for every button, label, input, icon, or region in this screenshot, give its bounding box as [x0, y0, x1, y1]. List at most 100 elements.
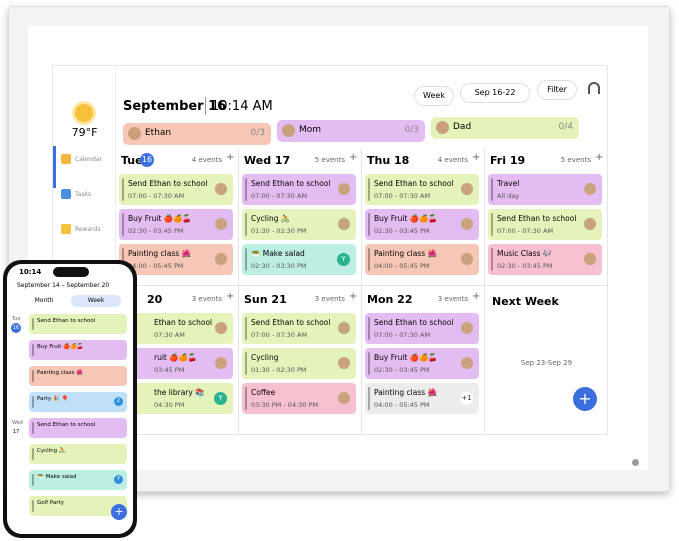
- event-count: 3 events: [191, 295, 222, 303]
- member-bar[interactable]: Dad 0/4: [431, 117, 579, 139]
- event-card[interactable]: Buy Fruit 🍎🍊🍒 02:30 - 03:45 PM: [365, 348, 479, 379]
- event-badge: Y: [337, 253, 350, 266]
- event-card[interactable]: Send Ethan to school 07:00 - 07:30 AM: [365, 313, 479, 344]
- event-title: Send Ethan to school: [374, 179, 454, 188]
- event-card[interactable]: Buy Fruit 🍎🍊🍒 02:30 - 03:45 PM: [119, 209, 233, 240]
- phone-day-label: Tue: [12, 316, 21, 322]
- phone-event-title: 🥗 Make salad: [37, 474, 77, 480]
- event-title: Send Ethan to school: [497, 214, 577, 223]
- day-name: 20: [147, 293, 163, 306]
- event-card[interactable]: Send Ethan to school 07:00 - 07:30 AM: [365, 174, 479, 205]
- event-card[interactable]: Send Ethan to school 07:00 - 07:30 AM: [488, 209, 602, 240]
- sidebar-icon: [61, 224, 71, 234]
- date: September 16: [123, 99, 227, 114]
- event-title: Music Class 🎶: [497, 249, 553, 258]
- phone-add-button[interactable]: +: [111, 504, 127, 520]
- event-title: ruit 🍎🍊🍒: [154, 353, 198, 362]
- add-icon: +: [226, 291, 235, 302]
- range-select[interactable]: Sep 16-22: [460, 83, 530, 103]
- filter-button[interactable]: Filter: [537, 80, 577, 100]
- phone-event[interactable]: 🥗 Make salad Y: [29, 470, 127, 490]
- event-card[interactable]: Cycling 🚴 01:30 - 02:30 PM: [242, 209, 356, 240]
- add-icon: +: [472, 152, 481, 163]
- event-card[interactable]: Coffee 03:30 PM - 04:30 PM: [242, 383, 356, 414]
- member-bar[interactable]: Ethan 0/3: [123, 123, 271, 145]
- event-time: 04:30 PM: [154, 401, 185, 409]
- event-card[interactable]: Travel All day: [488, 174, 602, 205]
- avatar: [338, 322, 350, 334]
- event-title: Painting class 🌺: [374, 388, 437, 397]
- event-card[interactable]: Send Ethan to school 07:00 - 07:30 AM: [119, 174, 233, 205]
- add-icon: +: [349, 291, 358, 302]
- event-count: 3 events: [437, 295, 468, 303]
- sidebar-item[interactable]: Tasks: [75, 191, 92, 198]
- phone-tab[interactable]: Week: [71, 295, 121, 307]
- event-card[interactable]: Music Class 🎶 02:30 - 03:45 PM: [488, 244, 602, 275]
- phone-event[interactable]: Painting class 🌺: [29, 366, 127, 386]
- phone-event[interactable]: Golf Party: [29, 496, 127, 516]
- sidebar-item[interactable]: Calendar: [75, 156, 102, 163]
- grid-line: [116, 285, 607, 286]
- view-select[interactable]: Week: [414, 86, 454, 106]
- event-card[interactable]: Send Ethan to school 07:00 - 07:30 AM: [242, 313, 356, 344]
- avatar: [282, 124, 295, 137]
- sun-icon: [75, 104, 93, 122]
- avatar: [584, 218, 596, 230]
- avatar: [461, 218, 473, 230]
- notch: [53, 267, 89, 277]
- event-title: Cycling 🚴: [251, 214, 291, 223]
- avatar: [461, 357, 473, 369]
- member-count: 0/3: [250, 128, 265, 138]
- add-icon: +: [595, 152, 604, 163]
- event-badge: +1: [460, 392, 473, 405]
- event-time: 02:30 - 03:45 PM: [374, 366, 430, 374]
- temperature: 79°F: [71, 126, 98, 139]
- phone-event-title: Party 🎉 🎈: [37, 396, 69, 402]
- event-count: 5 events: [314, 156, 345, 164]
- phone-event[interactable]: Cycling 🚴: [29, 444, 127, 464]
- grid-line: [484, 148, 485, 434]
- event-time: 07:00 - 07:30 AM: [374, 192, 431, 200]
- event-title: the library 📚: [154, 388, 205, 397]
- event-card[interactable]: the library 📚 04:30 PM Y: [119, 383, 233, 414]
- phone: 10:14 September 14 – September 20 Month W…: [3, 260, 137, 538]
- event-card[interactable]: 🥗 Make salad 02:30 - 03:30 PM Y: [242, 244, 356, 275]
- event-card[interactable]: Painting class 🌺 04:00 - 05:45 PM: [365, 244, 479, 275]
- event-time: 02:30 - 03:45 PM: [497, 262, 553, 270]
- next-week-range: Sep 23-Sep 29: [520, 359, 573, 367]
- phone-event-title: Golf Party: [37, 500, 64, 506]
- event-title: Send Ethan to school: [251, 179, 331, 188]
- add-button[interactable]: +: [573, 387, 597, 411]
- phone-event-title: Painting class 🌺: [37, 370, 84, 376]
- member-bar[interactable]: Mom 0/3: [277, 120, 425, 142]
- sidebar-icon: [61, 154, 71, 164]
- phone-event[interactable]: Send Ethan to school: [29, 418, 127, 438]
- event-card[interactable]: Ethan to school 07:30 AM: [119, 313, 233, 344]
- event-card[interactable]: Cycling 01:30 - 02:30 PM: [242, 348, 356, 379]
- event-title: Buy Fruit 🍎🍊🍒: [374, 214, 438, 223]
- day-name: Thu 18: [367, 154, 410, 167]
- event-card[interactable]: Buy Fruit 🍎🍊🍒 02:30 - 03:45 PM: [365, 209, 479, 240]
- event-title: Send Ethan to school: [128, 179, 208, 188]
- event-time: 04:00 - 05:45 PM: [374, 262, 430, 270]
- event-time: 07:00 - 07:30 AM: [374, 331, 431, 339]
- phone-event[interactable]: Send Ethan to school: [29, 314, 127, 334]
- event-card[interactable]: Painting class 🌺 04:00 - 05:45 PM: [119, 244, 233, 275]
- divider: [205, 97, 206, 115]
- day-name: Sun 21: [244, 293, 287, 306]
- member-count: 0/4: [558, 122, 573, 132]
- avatar: [215, 183, 227, 195]
- event-card[interactable]: Send Ethan to school 07:00 - 07:30 AM: [242, 174, 356, 205]
- sidebar-item[interactable]: Rewards: [75, 226, 101, 233]
- event-title: Send Ethan to school: [374, 318, 454, 327]
- day-name: Fri 19: [490, 154, 526, 167]
- event-card[interactable]: Painting class 🌺 04:00 - 05:45 PM +1: [365, 383, 479, 414]
- event-time: 04:00 - 05:45 PM: [128, 262, 184, 270]
- avatar: [436, 121, 449, 134]
- phone-event[interactable]: Buy Fruit 🍎🍊🍒: [29, 340, 127, 360]
- avatar: [461, 183, 473, 195]
- phone-tab[interactable]: Month: [34, 297, 54, 304]
- phone-event[interactable]: Party 🎉 🎈 2: [29, 392, 127, 412]
- phone-day-label: Wed: [12, 420, 23, 426]
- event-title: Painting class 🌺: [128, 249, 191, 258]
